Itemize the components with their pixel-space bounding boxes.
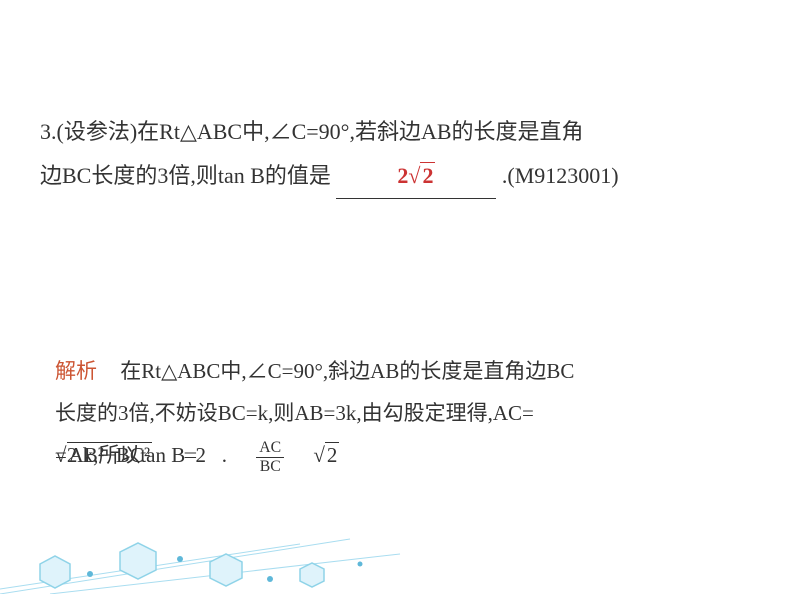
solution-overlap: AB²−BC² =2 k,所以tan B= [55, 434, 152, 476]
fraction-ac-bc: AC BC [256, 439, 284, 475]
solution-text-2: 长度的3倍,不妨设BC=k,则AB=3k,由勾股定理得,AC= [55, 401, 534, 425]
final-radicand: 2 [325, 442, 340, 467]
final-sqrt: 2 [313, 434, 339, 476]
solution-block: 解析 在Rt△ABC中,∠C=90°,斜边AB的长度是直角边BC 长度的3倍,不… [55, 350, 744, 476]
solution-line-3: AB²−BC² =2 k,所以tan B= =2 . AC BC 2 [55, 434, 744, 476]
question-line-2: 边BC长度的3倍,则tan B的值是 22 .(M9123001) [40, 154, 744, 199]
question-text-1: 3.(设参法)在Rt△ABC中,∠C=90°,若斜边AB的长度是直角 [40, 119, 584, 144]
solution-line-2: 长度的3倍,不妨设BC=k,则AB=3k,由勾股定理得,AC= [55, 392, 744, 434]
question-line-1: 3.(设参法)在Rt△ABC中,∠C=90°,若斜边AB的长度是直角 [40, 110, 744, 154]
fraction-numerator: AC [256, 439, 284, 457]
solution-label: 解析 [55, 359, 97, 383]
solution-text-1: 在Rt△ABC中,∠C=90°,斜边AB的长度是直角边BC [120, 359, 574, 383]
fraction-denominator: BC [256, 458, 284, 475]
solution-line-1: 解析 在Rt△ABC中,∠C=90°,斜边AB的长度是直角边BC [55, 350, 744, 392]
answer-sqrt: 2 [408, 154, 435, 198]
decorative-footer [0, 534, 794, 594]
answer-radicand: 2 [420, 162, 435, 188]
answer-value: 22 [397, 163, 435, 188]
question-text-2b: .(M9123001) [502, 163, 619, 188]
answer-blank: 22 [336, 154, 496, 199]
question-text-2a: 边BC长度的3倍,则tan B的值是 [40, 163, 331, 188]
answer-coef: 2 [397, 163, 408, 188]
solution-period: . [222, 443, 227, 467]
overlap-layer-text: =2 k,所以tan B= [55, 434, 197, 476]
question-block: 3.(设参法)在Rt△ABC中,∠C=90°,若斜边AB的长度是直角 边BC长度… [40, 110, 744, 199]
